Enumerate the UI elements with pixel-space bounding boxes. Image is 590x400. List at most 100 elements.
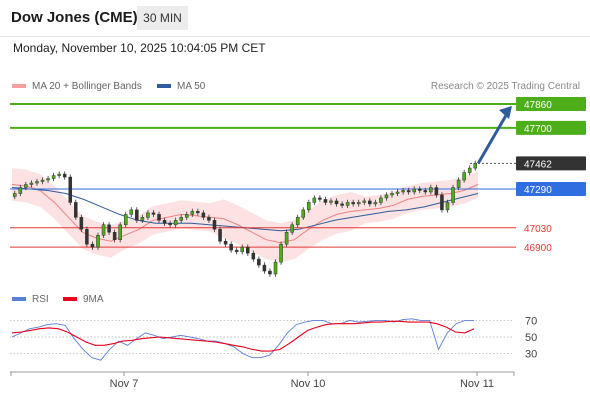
candle <box>51 175 56 179</box>
instrument-title: Dow Jones (CME) <box>11 9 138 26</box>
candle <box>417 188 422 191</box>
candle <box>429 187 433 193</box>
candle <box>290 224 294 233</box>
level-label-47700: 47700 <box>524 124 552 135</box>
candle <box>312 197 317 203</box>
rsi-swatch <box>12 297 26 302</box>
candle <box>118 224 122 240</box>
legend-ma9-label: 9MA <box>83 294 104 305</box>
level-tag-47290 <box>516 181 586 196</box>
rsi-tick-30: 30 <box>525 349 537 361</box>
candle <box>157 214 161 221</box>
candle <box>279 243 283 263</box>
bollinger-band <box>12 168 478 263</box>
last-price-label: 47462 <box>524 159 552 170</box>
candle <box>74 202 78 218</box>
legend-rsi: RSI <box>12 294 49 305</box>
candle <box>318 197 322 200</box>
ma9-swatch <box>63 297 77 302</box>
candle <box>356 202 361 205</box>
candle <box>395 191 400 194</box>
candle <box>96 234 100 248</box>
last-price-tag <box>516 156 586 171</box>
candle <box>135 209 139 221</box>
candle <box>412 188 416 193</box>
interval-button[interactable]: 30 MIN <box>137 6 188 30</box>
forecast-arrow <box>476 111 510 165</box>
candle <box>234 249 239 252</box>
candle <box>68 176 73 203</box>
candle <box>368 200 372 205</box>
candle <box>245 246 250 254</box>
ma50-swatch <box>157 84 171 89</box>
candle <box>162 220 167 224</box>
candle <box>85 229 89 245</box>
candle <box>451 187 455 203</box>
candle <box>212 220 217 230</box>
forecast-arrowhead <box>499 105 512 119</box>
x-tick-label: Nov 10 <box>291 378 326 390</box>
candle <box>301 209 306 218</box>
level-tag-47700 <box>516 120 586 135</box>
candle <box>240 246 245 252</box>
candle <box>90 243 95 248</box>
rsi-tick-50: 50 <box>525 332 537 344</box>
header-bar: Dow Jones (CME) 30 MIN <box>0 0 590 37</box>
candle <box>257 258 261 266</box>
candle <box>473 163 478 169</box>
candle <box>384 194 389 199</box>
candle <box>179 217 183 221</box>
candle <box>401 190 405 193</box>
timestamp: Monday, November 10, 2025 10:04:05 PM CE… <box>13 41 266 55</box>
candle <box>12 193 17 197</box>
candle <box>40 179 45 182</box>
candle <box>18 187 23 194</box>
legend-bollinger: MA 20 + Bollinger Bands <box>12 81 142 92</box>
candle <box>146 212 150 218</box>
candle <box>29 182 34 185</box>
legend-rsi-label: RSI <box>32 294 49 305</box>
candle <box>456 179 461 188</box>
candle <box>390 193 394 196</box>
legend-bollinger-label: MA 20 + Bollinger Bands <box>32 81 142 92</box>
candle <box>307 202 311 211</box>
candle <box>345 202 350 206</box>
candle <box>168 223 172 226</box>
candle <box>295 217 300 226</box>
candle <box>351 202 355 205</box>
candle <box>129 209 134 215</box>
bollinger-swatch <box>12 84 26 89</box>
candle <box>373 202 378 205</box>
candle <box>107 224 111 233</box>
candle <box>57 173 61 176</box>
candle <box>123 214 128 226</box>
candle <box>284 232 289 245</box>
candle <box>262 264 267 272</box>
candle <box>229 243 233 251</box>
x-tick-label: Nov 7 <box>110 378 139 390</box>
candle <box>35 181 39 184</box>
rsi-tick-70: 70 <box>525 315 537 327</box>
candle <box>223 240 228 245</box>
candle <box>46 178 50 181</box>
candle <box>268 270 272 275</box>
level-label-47290: 47290 <box>524 185 552 196</box>
candle <box>251 252 256 260</box>
candle <box>440 194 444 211</box>
level-label-47860: 47860 <box>524 100 552 111</box>
candle <box>112 232 117 240</box>
candle <box>24 184 28 188</box>
candle <box>334 200 339 205</box>
candle <box>201 212 206 218</box>
candle <box>101 224 106 236</box>
legend-ma50-label: MA 50 <box>177 81 206 92</box>
candle <box>423 190 428 193</box>
candle <box>218 229 222 242</box>
x-tick-label: Nov 11 <box>460 378 494 390</box>
candle <box>340 203 344 206</box>
level-label-46900: 46900 <box>524 243 552 254</box>
candle <box>329 200 333 203</box>
candle <box>207 217 211 221</box>
ma20-line <box>11 184 479 244</box>
